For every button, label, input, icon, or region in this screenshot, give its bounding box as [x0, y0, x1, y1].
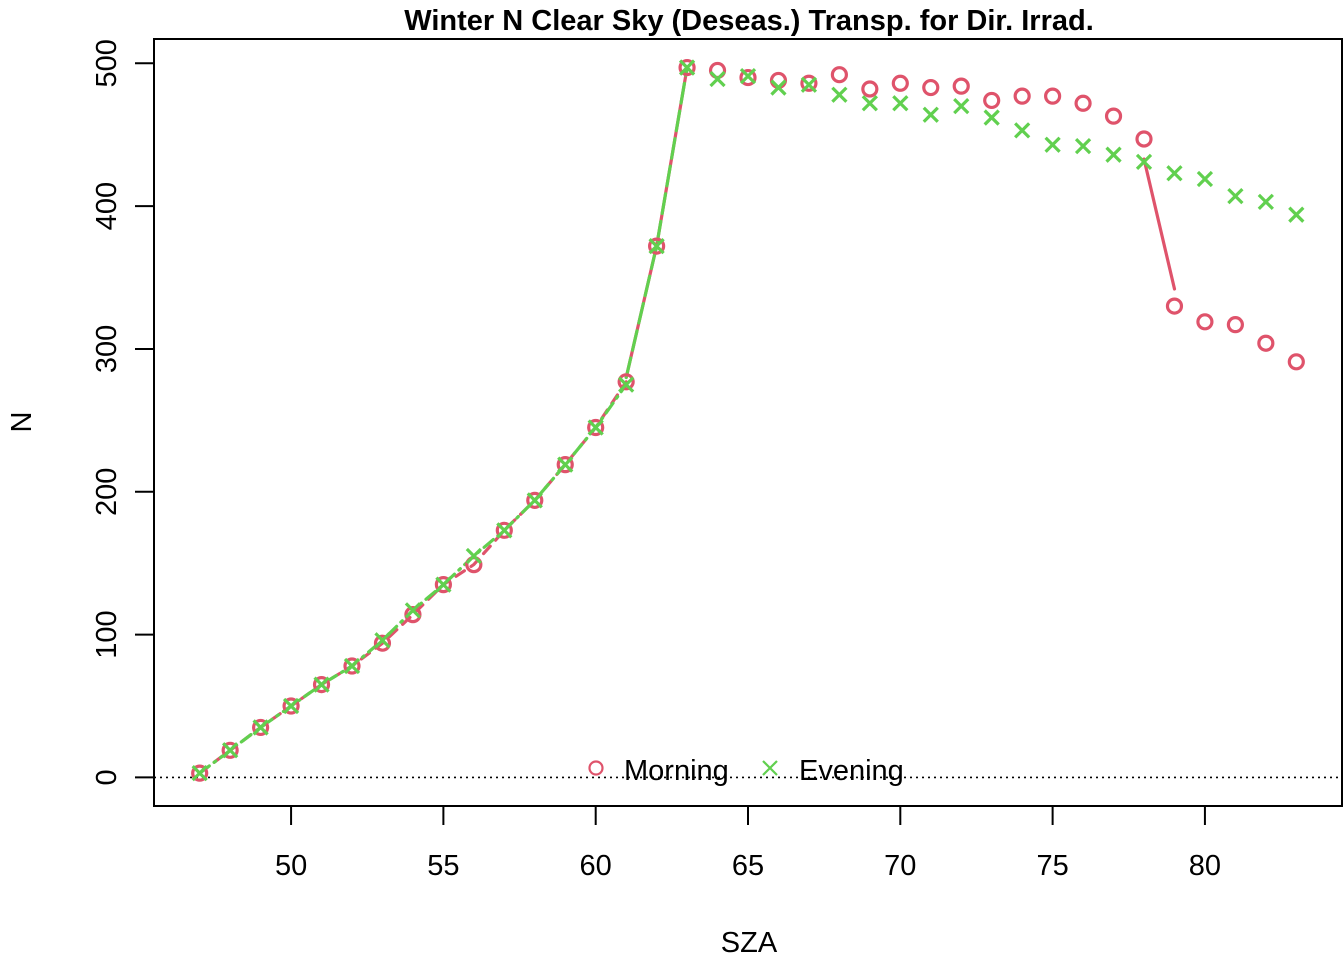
morning-point — [191, 764, 209, 782]
x-tick-label: 70 — [884, 850, 916, 882]
evening-point — [892, 95, 909, 112]
evening-point — [191, 765, 208, 782]
x-tick-label: 60 — [580, 850, 612, 882]
morning-point — [282, 697, 300, 715]
evening-point — [861, 95, 878, 112]
legend-evening-label: Evening — [799, 755, 904, 787]
legend: Morning Evening — [588, 755, 904, 787]
morning-point — [922, 78, 940, 97]
y-tick-label: 100 — [91, 610, 123, 658]
morning-point — [1074, 94, 1092, 112]
legend-morning-label: Morning — [624, 755, 729, 787]
morning-point — [1135, 130, 1153, 148]
evening-point — [526, 492, 543, 509]
evening-point — [739, 68, 757, 85]
evening-point — [1196, 170, 1214, 188]
morning-point — [373, 634, 392, 652]
evening-point — [1074, 137, 1092, 155]
morning-point — [495, 521, 513, 539]
morning-point — [1226, 316, 1244, 334]
morning-point — [739, 68, 757, 87]
x-tick-label: 50 — [275, 850, 307, 882]
morning-point — [830, 66, 848, 84]
fit-line-morning-4 — [1142, 157, 1177, 291]
morning-point — [556, 456, 574, 474]
evening-point — [282, 697, 300, 715]
morning-point — [312, 675, 331, 694]
morning-point — [526, 491, 544, 509]
evening-point — [496, 522, 513, 539]
y-tick-label: 200 — [91, 468, 123, 516]
morning-point — [983, 91, 1001, 110]
evening-point — [983, 109, 1000, 126]
morning-point — [252, 718, 270, 737]
fit-line-evening-3 — [624, 65, 689, 380]
x-tick-label: 55 — [427, 850, 459, 882]
evening-point — [1166, 165, 1183, 182]
morning-point — [404, 606, 422, 624]
morning-point — [648, 237, 666, 255]
morning-point — [891, 74, 909, 92]
evening-point — [587, 419, 604, 436]
morning-point — [1165, 297, 1184, 315]
evening-point — [831, 86, 848, 103]
morning-point — [221, 741, 239, 759]
evening-point — [1288, 206, 1305, 223]
morning-point — [678, 58, 696, 77]
evening-point — [709, 70, 726, 88]
evening-point — [1135, 153, 1153, 170]
evening-point — [313, 676, 330, 693]
evening-point — [618, 376, 635, 393]
legend-evening-marker — [762, 760, 778, 776]
evening-point — [770, 79, 787, 96]
morning-point — [1044, 87, 1062, 105]
evening-point — [435, 576, 452, 593]
morning-point — [952, 77, 970, 95]
morning-point — [1287, 353, 1305, 371]
evening-point — [465, 547, 482, 565]
evening-point — [222, 742, 239, 759]
chart-title: Winter N Clear Sky (Deseas.) Transp. for… — [404, 5, 1094, 37]
evening-point — [404, 602, 422, 619]
morning-point — [800, 74, 818, 92]
evening-point — [648, 237, 665, 255]
evening-point — [374, 632, 391, 649]
evening-point — [252, 719, 269, 736]
data-point-layer — [191, 58, 1305, 782]
evening-point — [1227, 187, 1244, 205]
morning-point — [1257, 334, 1275, 352]
morning-point — [617, 373, 635, 391]
evening-point — [557, 456, 574, 473]
x-tick-label: 80 — [1189, 850, 1221, 882]
y-tick-label: 300 — [91, 325, 123, 373]
y-tick-label: 0 — [91, 769, 123, 785]
legend-morning-marker — [588, 760, 604, 776]
x-axis-label: SZA — [721, 927, 778, 959]
y-axis: 0 100 200 300 400 500 — [91, 39, 155, 786]
y-tick-label: 400 — [91, 182, 123, 230]
y-axis-label: N — [6, 412, 38, 433]
morning-point — [1104, 107, 1123, 125]
evening-point — [800, 76, 818, 93]
evening-point — [343, 657, 361, 675]
evening-point — [1105, 146, 1122, 163]
evening-point — [1044, 136, 1061, 153]
morning-point — [1013, 87, 1031, 105]
morning-point — [434, 576, 452, 594]
evening-point — [678, 59, 696, 76]
x-tick-label: 65 — [732, 850, 764, 882]
evening-point — [922, 106, 939, 123]
morning-point — [861, 80, 879, 98]
morning-point — [1196, 313, 1214, 331]
x-axis: 50 55 60 65 70 75 80 — [275, 805, 1221, 882]
x-tick-label: 75 — [1036, 850, 1068, 882]
evening-point — [1257, 193, 1274, 210]
y-tick-label: 500 — [91, 39, 123, 87]
morning-point — [587, 418, 605, 437]
morning-point — [343, 657, 361, 675]
evening-point — [953, 97, 970, 115]
evening-point — [1014, 122, 1031, 139]
